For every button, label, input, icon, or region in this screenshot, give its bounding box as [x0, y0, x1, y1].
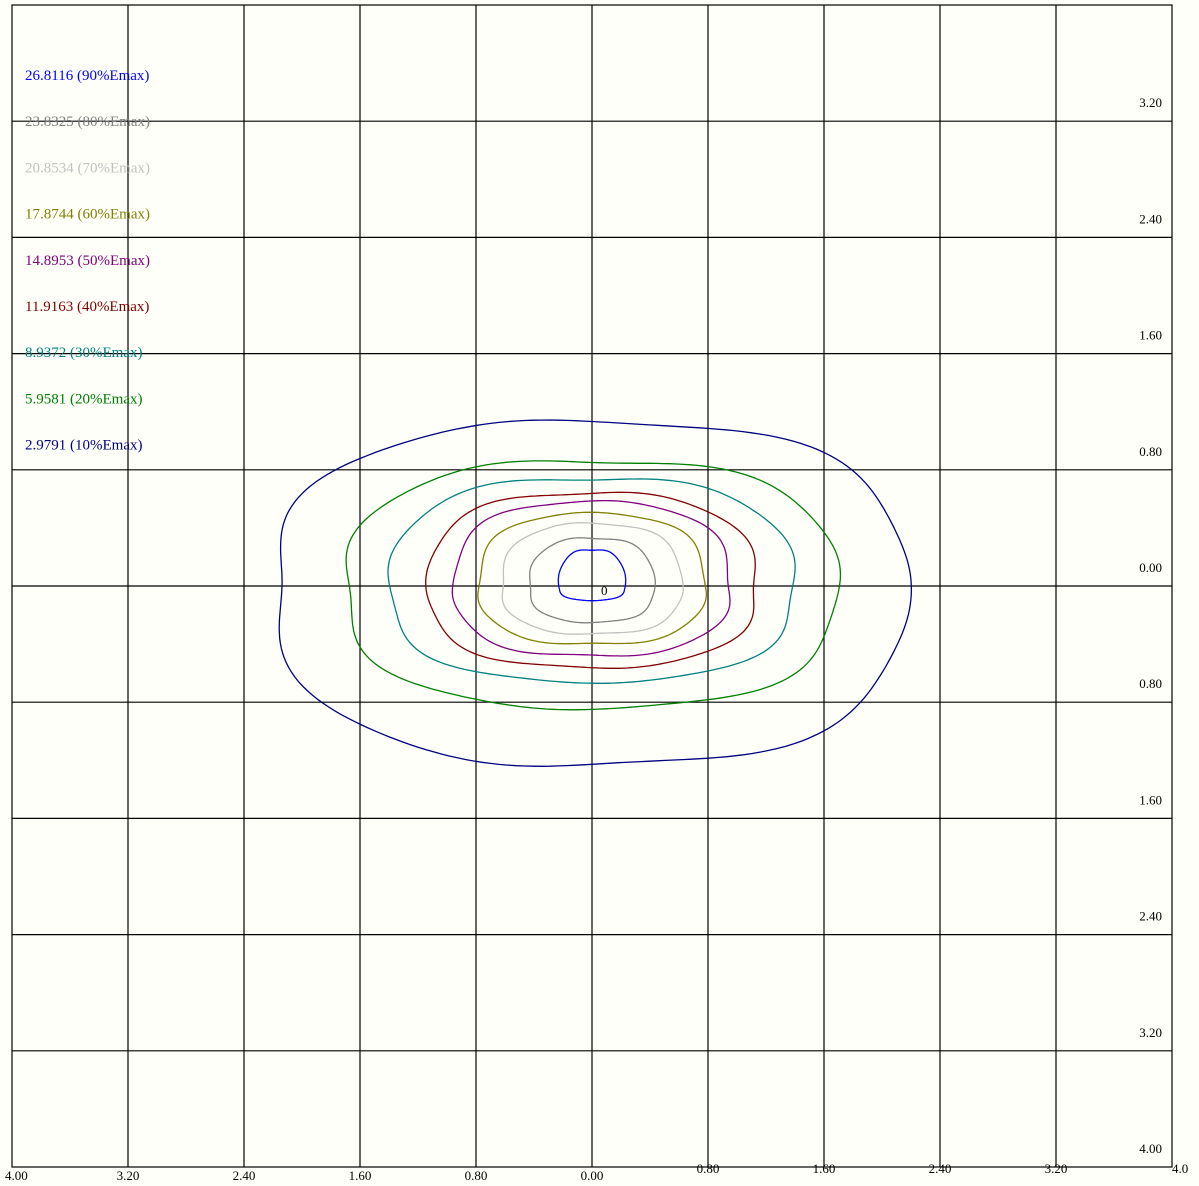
- grid: [11, 4, 1173, 1168]
- contour-line: [387, 478, 796, 684]
- legend-entry: 8.9372 (30%Emax): [25, 345, 142, 361]
- x-tick-label: 2.40: [929, 1161, 952, 1176]
- legend-entry: 17.8744 (60%Emax): [25, 207, 150, 223]
- legend-entry: 14.8953 (50%Emax): [25, 253, 150, 269]
- contour-line: [425, 491, 756, 669]
- y-tick-label: 0.00: [1139, 560, 1162, 575]
- x-tick-label: 2.40: [233, 1168, 256, 1183]
- contour-line: [477, 511, 708, 645]
- y-tick-label: 2.40: [1139, 211, 1162, 226]
- legend-entry: 5.9581 (20%Emax): [25, 391, 142, 407]
- x-tick-label: 3.20: [117, 1168, 140, 1183]
- y-tick-label: 2.40: [1139, 909, 1162, 924]
- y-tick-label: 1.60: [1139, 792, 1162, 807]
- x-tick-labels: 4.00 3.20 2.40 1.60 0.80 0.00 0.80 1.60 2.40 3.20…: [5, 1161, 1188, 1183]
- x-tick-label: 1.60: [349, 1168, 372, 1183]
- y-tick-label: 3.20: [1139, 1025, 1162, 1040]
- contour-line: [278, 419, 913, 767]
- y-tick-label: 0.80: [1139, 444, 1162, 459]
- x-tick-label: 4.00: [5, 1168, 28, 1183]
- contour-line: [557, 549, 627, 602]
- origin-label: 0: [601, 583, 608, 598]
- legend-entry: 23.8325 (80%Emax): [25, 114, 150, 130]
- y-tick-label: 4.00: [1139, 1141, 1162, 1156]
- y-tick-label: 1.60: [1139, 328, 1162, 343]
- y-tick-labels: 3.20 2.40 1.60 0.80 0.00 0.80 1.60 2.40 3.20 4.00: [1139, 95, 1162, 1156]
- x-tick-label: 0.80: [465, 1168, 488, 1183]
- legend-entry: 11.9163 (40%Emax): [25, 299, 149, 315]
- contour-line: [345, 460, 842, 711]
- x-tick-label: 0.00: [581, 1168, 604, 1183]
- contour-line: [451, 499, 731, 657]
- y-tick-label: 0.80: [1139, 676, 1162, 691]
- x-tick-label: 3.20: [1045, 1161, 1068, 1176]
- legend: 26.8116 (90%Emax) 23.8325 (80%Emax) 20.853…: [25, 68, 150, 454]
- contour-lines: [278, 419, 913, 767]
- legend-entry: 26.8116 (90%Emax): [25, 68, 149, 84]
- legend-entry: 20.8534 (70%Emax): [25, 160, 150, 176]
- contour-line: [529, 537, 656, 624]
- x-tick-label: 1.60: [813, 1161, 836, 1176]
- y-tick-label: 3.20: [1139, 95, 1162, 110]
- contour-line: [501, 522, 684, 635]
- legend-entry: 2.9791 (10%Emax): [25, 438, 142, 454]
- x-tick-label: 0.80: [697, 1161, 720, 1176]
- x-tick-label: 4.0: [1172, 1161, 1188, 1176]
